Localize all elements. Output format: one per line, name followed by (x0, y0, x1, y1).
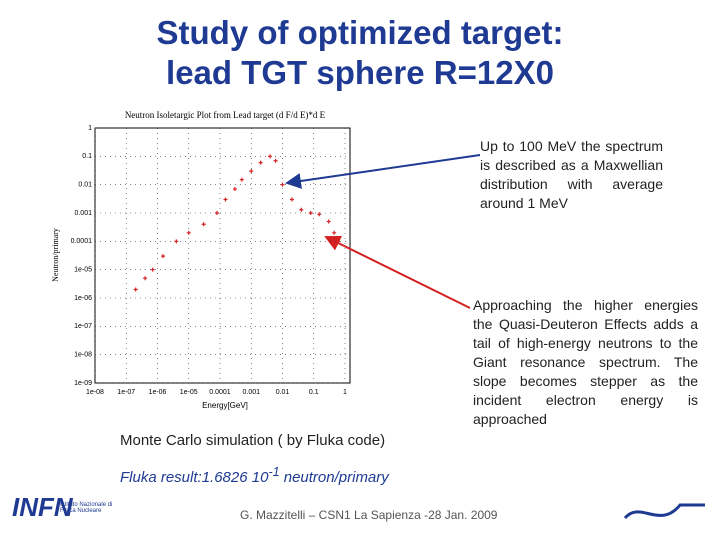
y-tick-label: 1 (88, 125, 92, 132)
result: Fluka result:1.6826 10-1 neutron/primary (120, 463, 389, 487)
arrow (285, 154, 481, 189)
title-line: lead TGT sphere R=12X0 (166, 54, 554, 91)
chart-title: Neutron Isoletargic Plot from Lead targe… (125, 110, 326, 120)
y-tick-label: 1e-06 (74, 295, 92, 302)
y-tick-label: 1e-09 (74, 380, 92, 387)
result-unit: neutron/primary (279, 469, 389, 486)
y-tick-label: 0.01 (78, 182, 92, 189)
y-axis-label: Neutron/primary (51, 228, 60, 282)
data-point (143, 276, 148, 281)
x-tick-label: 1e-06 (149, 389, 167, 396)
x-tick-label: 0.1 (309, 389, 319, 396)
y-tick-label: 0.0001 (71, 238, 93, 245)
data-point (326, 219, 331, 224)
arrow (324, 236, 471, 309)
data-point (174, 239, 179, 244)
logo-mark (623, 503, 705, 520)
data-point (150, 267, 155, 272)
x-tick-label: 1e-08 (86, 389, 104, 396)
x-axis-label: Energy[GeV] (202, 401, 248, 410)
data-point (289, 197, 294, 202)
y-tick-label: 0.1 (82, 153, 92, 160)
data-point (336, 239, 341, 244)
result-exponent: -1 (268, 465, 280, 479)
data-point (201, 222, 206, 227)
logo-subtitle: Istituto Nazionale di Fisica Nucleare (60, 502, 113, 514)
caption: Monte Carlo simulation ( by Fluka code) (120, 432, 386, 449)
data-point (332, 230, 337, 235)
data-point (308, 211, 313, 215)
data-point (268, 154, 273, 159)
x-tick-label: 0.01 (276, 389, 290, 396)
y-tick-label: 0.001 (74, 210, 92, 217)
data-point (239, 177, 244, 182)
x-tick-label: 0.001 (242, 389, 260, 396)
title-line: Study of optimized target: (156, 14, 564, 51)
x-tick-label: 1 (343, 389, 347, 396)
data-point (258, 160, 263, 165)
x-tick-label: 1e-07 (117, 389, 135, 396)
data-point (186, 230, 191, 235)
data-point (232, 187, 237, 192)
data-point (161, 254, 166, 259)
x-tick-label: 1e-05 (180, 389, 198, 396)
logo: INFN (12, 492, 73, 522)
note: Up to 100 MeV the spectrum is described … (480, 138, 663, 211)
data-point (214, 211, 219, 215)
data-point (249, 169, 254, 174)
y-tick-label: 1e-07 (74, 323, 92, 330)
data-point (273, 158, 278, 163)
footer: G. Mazzitelli – CSN1 La Sapienza -28 Jan… (240, 508, 498, 522)
note: Approaching the higher energies the Quas… (473, 297, 698, 427)
data-point (299, 207, 304, 212)
result-text: Fluka result:1.6826 10 (120, 469, 269, 486)
data-point (317, 212, 322, 217)
data-point (280, 182, 285, 187)
y-tick-label: 1e-05 (74, 267, 92, 274)
data-point (133, 287, 138, 292)
x-tick-label: 0.0001 (209, 389, 231, 396)
data-point (223, 197, 228, 202)
y-tick-label: 1e-08 (74, 352, 92, 359)
plot-frame (94, 127, 351, 384)
